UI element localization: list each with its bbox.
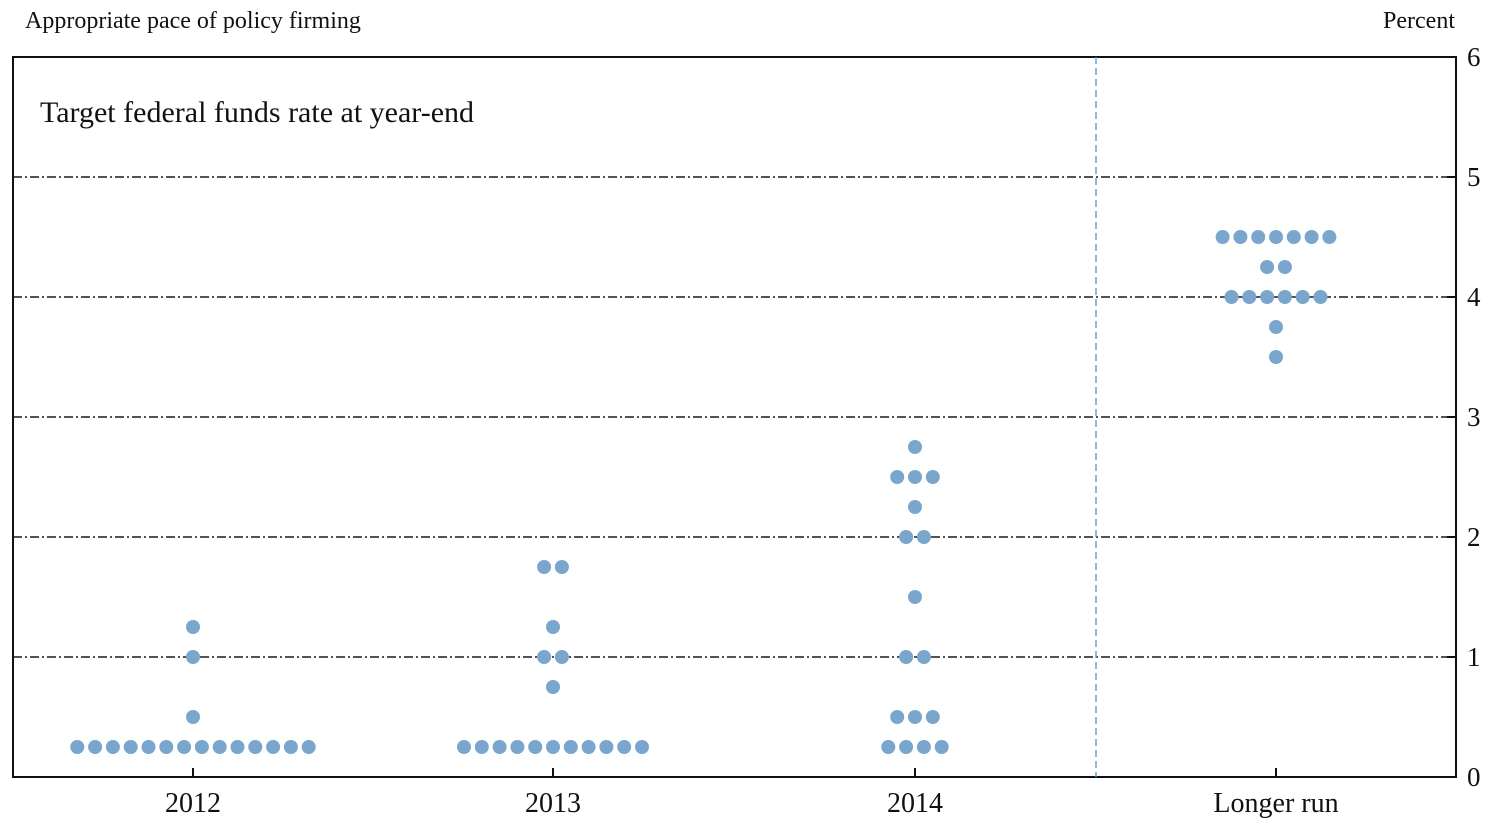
y-tick-label: 2 bbox=[1467, 522, 1481, 552]
dot-marker bbox=[194, 740, 209, 754]
x-axis-categories: 2012 2013 2014 Longer run bbox=[165, 768, 1339, 819]
dot-marker bbox=[916, 530, 931, 544]
dot-marker bbox=[1215, 230, 1230, 244]
dot-marker bbox=[1251, 230, 1266, 244]
dot-markers bbox=[70, 230, 1337, 754]
x-category-label: 2013 bbox=[525, 788, 581, 819]
dot-marker bbox=[934, 740, 949, 754]
dot-marker bbox=[1313, 290, 1328, 304]
x-category-label: 2014 bbox=[887, 788, 943, 819]
y-tick-label: 1 bbox=[1467, 642, 1481, 672]
dot-marker bbox=[1242, 290, 1257, 304]
dot-marker bbox=[554, 650, 569, 664]
dot-marker bbox=[528, 740, 543, 754]
dot-marker bbox=[1295, 290, 1310, 304]
y-axis-ticks: 0 1 2 3 4 5 6 bbox=[1447, 42, 1481, 792]
y-axis-unit-label: Percent bbox=[1383, 8, 1455, 34]
gridlines bbox=[13, 176, 1456, 658]
dot-marker bbox=[1286, 230, 1301, 244]
dot-marker bbox=[1269, 350, 1283, 364]
chart-annotation: Target federal funds rate at year-end bbox=[40, 96, 474, 129]
dot-marker bbox=[457, 740, 471, 754]
dot-marker bbox=[510, 740, 525, 754]
dot-marker bbox=[283, 740, 298, 754]
dot-marker bbox=[546, 620, 560, 634]
y-tick-label: 5 bbox=[1467, 162, 1481, 192]
y-tick-label: 6 bbox=[1467, 42, 1481, 72]
dot-marker bbox=[916, 650, 931, 664]
dot-marker bbox=[1260, 290, 1275, 304]
dot-marker bbox=[546, 740, 560, 754]
dot-marker bbox=[899, 650, 914, 664]
dot-marker bbox=[908, 590, 922, 604]
dot-marker bbox=[1277, 290, 1292, 304]
dot-marker bbox=[546, 680, 560, 694]
dot-marker bbox=[563, 740, 578, 754]
dot-marker bbox=[581, 740, 596, 754]
dot-marker bbox=[123, 740, 138, 754]
dot-marker bbox=[890, 470, 905, 484]
dot-marker bbox=[1269, 320, 1283, 334]
dot-marker bbox=[908, 500, 922, 514]
dot-marker bbox=[186, 620, 200, 634]
dot-marker bbox=[1224, 290, 1239, 304]
dot-marker bbox=[925, 470, 940, 484]
dot-marker bbox=[141, 740, 156, 754]
dot-marker bbox=[1304, 230, 1319, 244]
dot-marker bbox=[554, 560, 569, 574]
dot-marker bbox=[899, 530, 914, 544]
chart-title: Appropriate pace of policy firming bbox=[25, 8, 361, 34]
dot-marker bbox=[1322, 230, 1337, 244]
dot-marker bbox=[925, 710, 940, 724]
dot-marker bbox=[266, 740, 281, 754]
dot-marker bbox=[248, 740, 263, 754]
dot-marker bbox=[908, 440, 922, 454]
dot-marker bbox=[230, 740, 245, 754]
y-tick-label: 4 bbox=[1467, 282, 1481, 312]
dot-marker bbox=[1233, 230, 1248, 244]
dot-marker bbox=[617, 740, 632, 754]
dot-marker bbox=[212, 740, 227, 754]
dot-marker bbox=[70, 740, 85, 754]
dot-marker bbox=[186, 710, 200, 724]
dot-marker bbox=[1269, 230, 1283, 244]
dot-marker bbox=[159, 740, 174, 754]
y-tick-label: 0 bbox=[1467, 762, 1481, 792]
dot-marker bbox=[537, 650, 552, 664]
dot-marker bbox=[916, 740, 931, 754]
dot-marker bbox=[186, 650, 200, 664]
dot-marker bbox=[908, 470, 922, 484]
dot-marker bbox=[105, 740, 120, 754]
y-tick-label: 3 bbox=[1467, 402, 1481, 432]
dot-marker bbox=[537, 560, 552, 574]
dot-marker bbox=[301, 740, 316, 754]
dot-marker bbox=[492, 740, 507, 754]
dot-marker bbox=[177, 740, 192, 754]
dot-marker bbox=[1260, 260, 1275, 274]
dot-marker bbox=[474, 740, 489, 754]
dot-marker bbox=[88, 740, 103, 754]
x-category-label: 2012 bbox=[165, 788, 221, 819]
dot-marker bbox=[890, 710, 905, 724]
dot-marker bbox=[635, 740, 649, 754]
dot-marker bbox=[599, 740, 614, 754]
dot-marker bbox=[899, 740, 914, 754]
dot-marker bbox=[908, 710, 922, 724]
dot-marker bbox=[1277, 260, 1292, 274]
dot-marker bbox=[881, 740, 896, 754]
x-category-label: Longer run bbox=[1213, 788, 1338, 819]
